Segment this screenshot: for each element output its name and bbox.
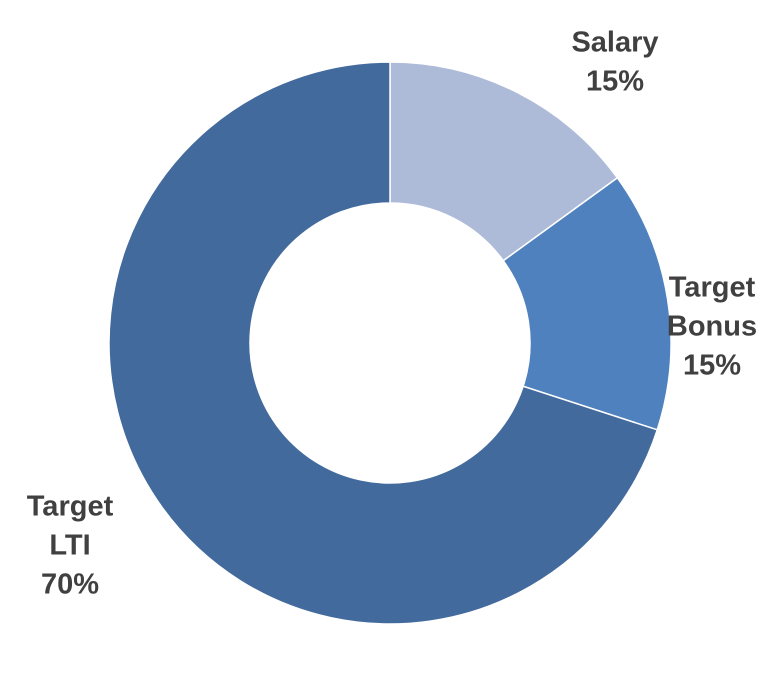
slice-salary: [389, 61, 619, 262]
data-label-value: 15%: [683, 350, 741, 382]
data-label-target-lti: Target LTI 70%: [27, 491, 114, 601]
data-label-name: Salary: [571, 27, 658, 59]
data-label-name: Target: [27, 491, 114, 523]
slice-target-bonus: [502, 176, 672, 431]
donut-slices: [108, 61, 672, 625]
data-label-target-bonus: Target Bonus 15%: [667, 272, 757, 382]
data-label-salary: Salary 15%: [571, 27, 658, 98]
data-label-value: 70%: [41, 569, 99, 601]
data-label-value: 15%: [586, 66, 644, 98]
slice-target-lti: [108, 61, 659, 625]
data-label-name: Target: [669, 272, 756, 304]
data-labels: Salary 15% Target Bonus 15% Target LTI 70%: [27, 27, 757, 601]
data-label-name: Bonus: [667, 311, 757, 343]
data-label-name: LTI: [49, 530, 90, 562]
